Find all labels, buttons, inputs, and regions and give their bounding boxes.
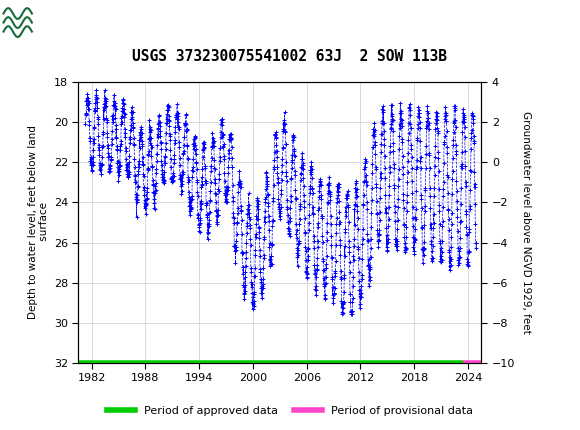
Text: USGS 373230075541002 63J  2 SOW 113B: USGS 373230075541002 63J 2 SOW 113B bbox=[132, 49, 448, 64]
Y-axis label: Depth to water level, feet below land
 surface: Depth to water level, feet below land su… bbox=[28, 126, 49, 319]
Bar bbox=[3, 3, 70, 42]
Y-axis label: Groundwater level above NGVD 1929, feet: Groundwater level above NGVD 1929, feet bbox=[521, 111, 531, 334]
Text: USGS: USGS bbox=[36, 12, 91, 31]
Legend: Period of approved data, Period of provisional data: Period of approved data, Period of provi… bbox=[103, 401, 477, 420]
